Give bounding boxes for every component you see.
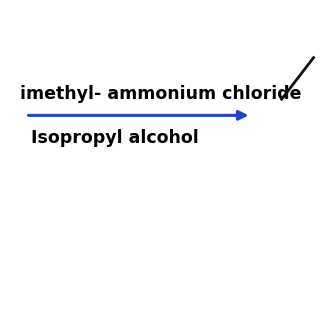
Text: Isopropyl alcohol: Isopropyl alcohol [31,129,199,148]
Text: imethyl- ammonium chloride: imethyl- ammonium chloride [20,85,302,103]
